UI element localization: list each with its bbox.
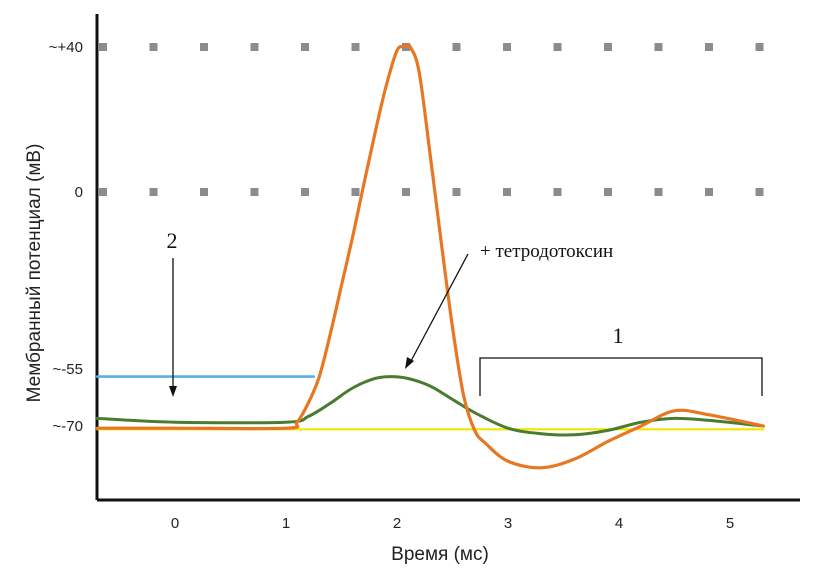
- grid-dot-plus40: [250, 43, 259, 51]
- grid-dot-plus40: [755, 43, 764, 51]
- y-tick-label: 0: [75, 184, 83, 201]
- annotation-ttx: + тетродотоксин: [405, 241, 613, 369]
- grid-dot-zero: [604, 188, 612, 196]
- grid-dot-plus40: [200, 43, 208, 51]
- series-line-orange: [95, 43, 765, 470]
- annotation-1: 1: [479, 323, 763, 396]
- grid-dot-zero: [200, 188, 208, 196]
- y-tick-label: ~-70: [53, 418, 83, 435]
- annotation-1-bracket: [479, 357, 763, 396]
- x-tick-label: 2: [393, 515, 401, 532]
- grid-dot-zero: [755, 188, 764, 196]
- grid-dot-plus40: [452, 43, 461, 51]
- x-tick-label: 4: [615, 515, 623, 532]
- grid-dot-zero: [553, 188, 562, 196]
- annotation-2-label: 2: [167, 228, 178, 253]
- grid-dot-plus40: [99, 43, 107, 51]
- annotation-1-label: 1: [613, 323, 624, 348]
- grid-dot-zero: [705, 188, 713, 196]
- x-tick-label: 5: [726, 515, 734, 532]
- y-tick-label: ~+40: [49, 39, 83, 56]
- grid-dot-plus40: [301, 43, 309, 51]
- annotation-ttx-arrowhead: [405, 357, 414, 369]
- annotation-ttx-arrow: [410, 253, 469, 362]
- grid-dot-zero: [250, 188, 259, 196]
- grid-dot-plus40: [705, 43, 713, 51]
- annotation-ttx-label: + тетродотоксин: [480, 241, 613, 262]
- grid-dot-zero: [402, 188, 410, 196]
- grid-dot-zero: [351, 188, 360, 196]
- x-tick-label: 1: [282, 515, 290, 532]
- grid-dot-plus40: [503, 43, 511, 51]
- grid-dot-plus40: [604, 43, 612, 51]
- x-tick-labels: 0 1 2 3 4 5: [171, 515, 734, 532]
- y-tick-label: ~-55: [53, 361, 83, 378]
- series-line-green: [95, 375, 765, 437]
- x-axis-title: Время (мс): [391, 544, 489, 565]
- grid-dot-plus40: [149, 43, 158, 51]
- annotation-2: 2: [167, 228, 178, 397]
- grid-dot-zero: [654, 188, 663, 196]
- annotation-2-arrowhead: [169, 386, 177, 397]
- grid-dot-plus40: [351, 43, 360, 51]
- grid-dot-plus40: [654, 43, 663, 51]
- y-tick-labels: ~+40 0 ~-55 ~-70: [49, 39, 83, 435]
- grid-dot-zero: [452, 188, 461, 196]
- x-tick-label: 3: [504, 515, 512, 532]
- grid-dot-plus40: [553, 43, 562, 51]
- series-lines: [95, 43, 765, 470]
- y-axis-title: Мембранный потенциал (мВ): [24, 144, 45, 403]
- grid-dot-zero: [99, 188, 107, 196]
- grid-dot-zero: [149, 188, 158, 196]
- grid-dot-zero: [503, 188, 511, 196]
- grid-dot-zero: [301, 188, 309, 196]
- x-tick-label: 0: [171, 515, 179, 532]
